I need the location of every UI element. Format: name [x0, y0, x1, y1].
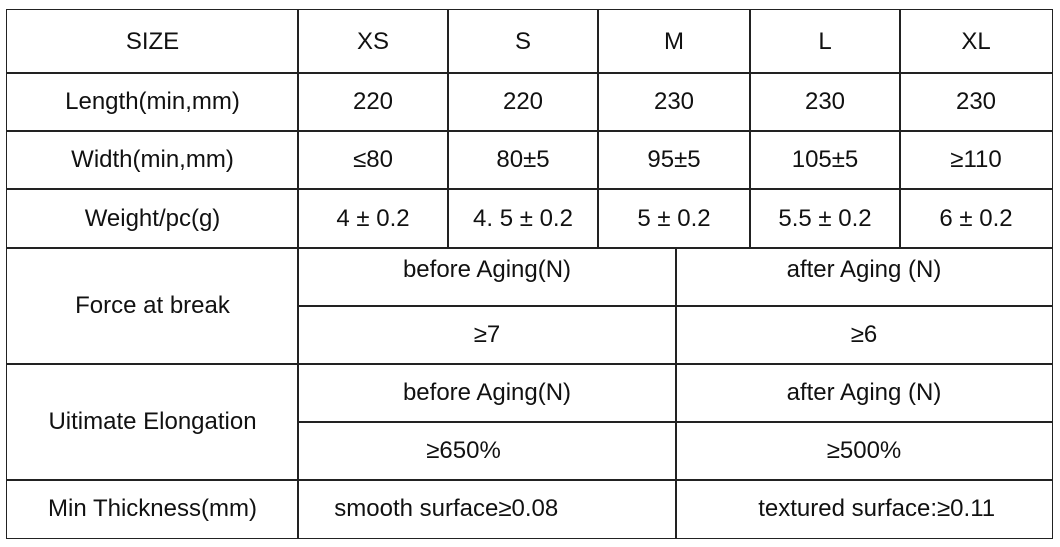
length-value: 230 [597, 72, 751, 132]
force-before-label: before Aging(N) [297, 247, 677, 307]
force-label: Force at break [6, 247, 299, 365]
elongation-before-label: before Aging(N) [297, 363, 677, 423]
width-label: Width(min,mm) [6, 130, 299, 190]
width-value: ≤80 [297, 130, 449, 190]
thickness-smooth: smooth surface≥0.08 [297, 479, 677, 539]
weight-value: 5 ± 0.2 [597, 188, 751, 249]
weight-value: 4. 5 ± 0.2 [447, 188, 599, 249]
header-size-label: SIZE [6, 9, 299, 74]
force-after-label: after Aging (N) [675, 247, 1053, 307]
length-value: 220 [447, 72, 599, 132]
width-value: ≥110 [899, 130, 1053, 190]
weight-value: 5.5 ± 0.2 [749, 188, 901, 249]
length-label: Length(min,mm) [6, 72, 299, 132]
width-value: 80±5 [447, 130, 599, 190]
force-before-value: ≥7 [297, 305, 677, 365]
header-size-3: L [749, 9, 901, 74]
force-after-value: ≥6 [675, 305, 1053, 365]
header-size-2: M [597, 9, 751, 74]
header-size-0: XS [297, 9, 449, 74]
elongation-before-value: ≥650% [297, 421, 677, 481]
width-value: 95±5 [597, 130, 751, 190]
thickness-label: Min Thickness(mm) [6, 479, 299, 539]
width-value: 105±5 [749, 130, 901, 190]
elongation-after-value: ≥500% [675, 421, 1053, 481]
length-value: 230 [899, 72, 1053, 132]
elongation-after-label: after Aging (N) [675, 363, 1053, 423]
length-value: 220 [297, 72, 449, 132]
thickness-textured: textured surface:≥0.11 [675, 479, 1053, 539]
elongation-label: Uitimate Elongation [6, 363, 299, 481]
weight-value: 4 ± 0.2 [297, 188, 449, 249]
weight-value: 6 ± 0.2 [899, 188, 1053, 249]
weight-label: Weight/pc(g) [6, 188, 299, 249]
header-size-1: S [447, 9, 599, 74]
length-value: 230 [749, 72, 901, 132]
header-size-4: XL [899, 9, 1053, 74]
